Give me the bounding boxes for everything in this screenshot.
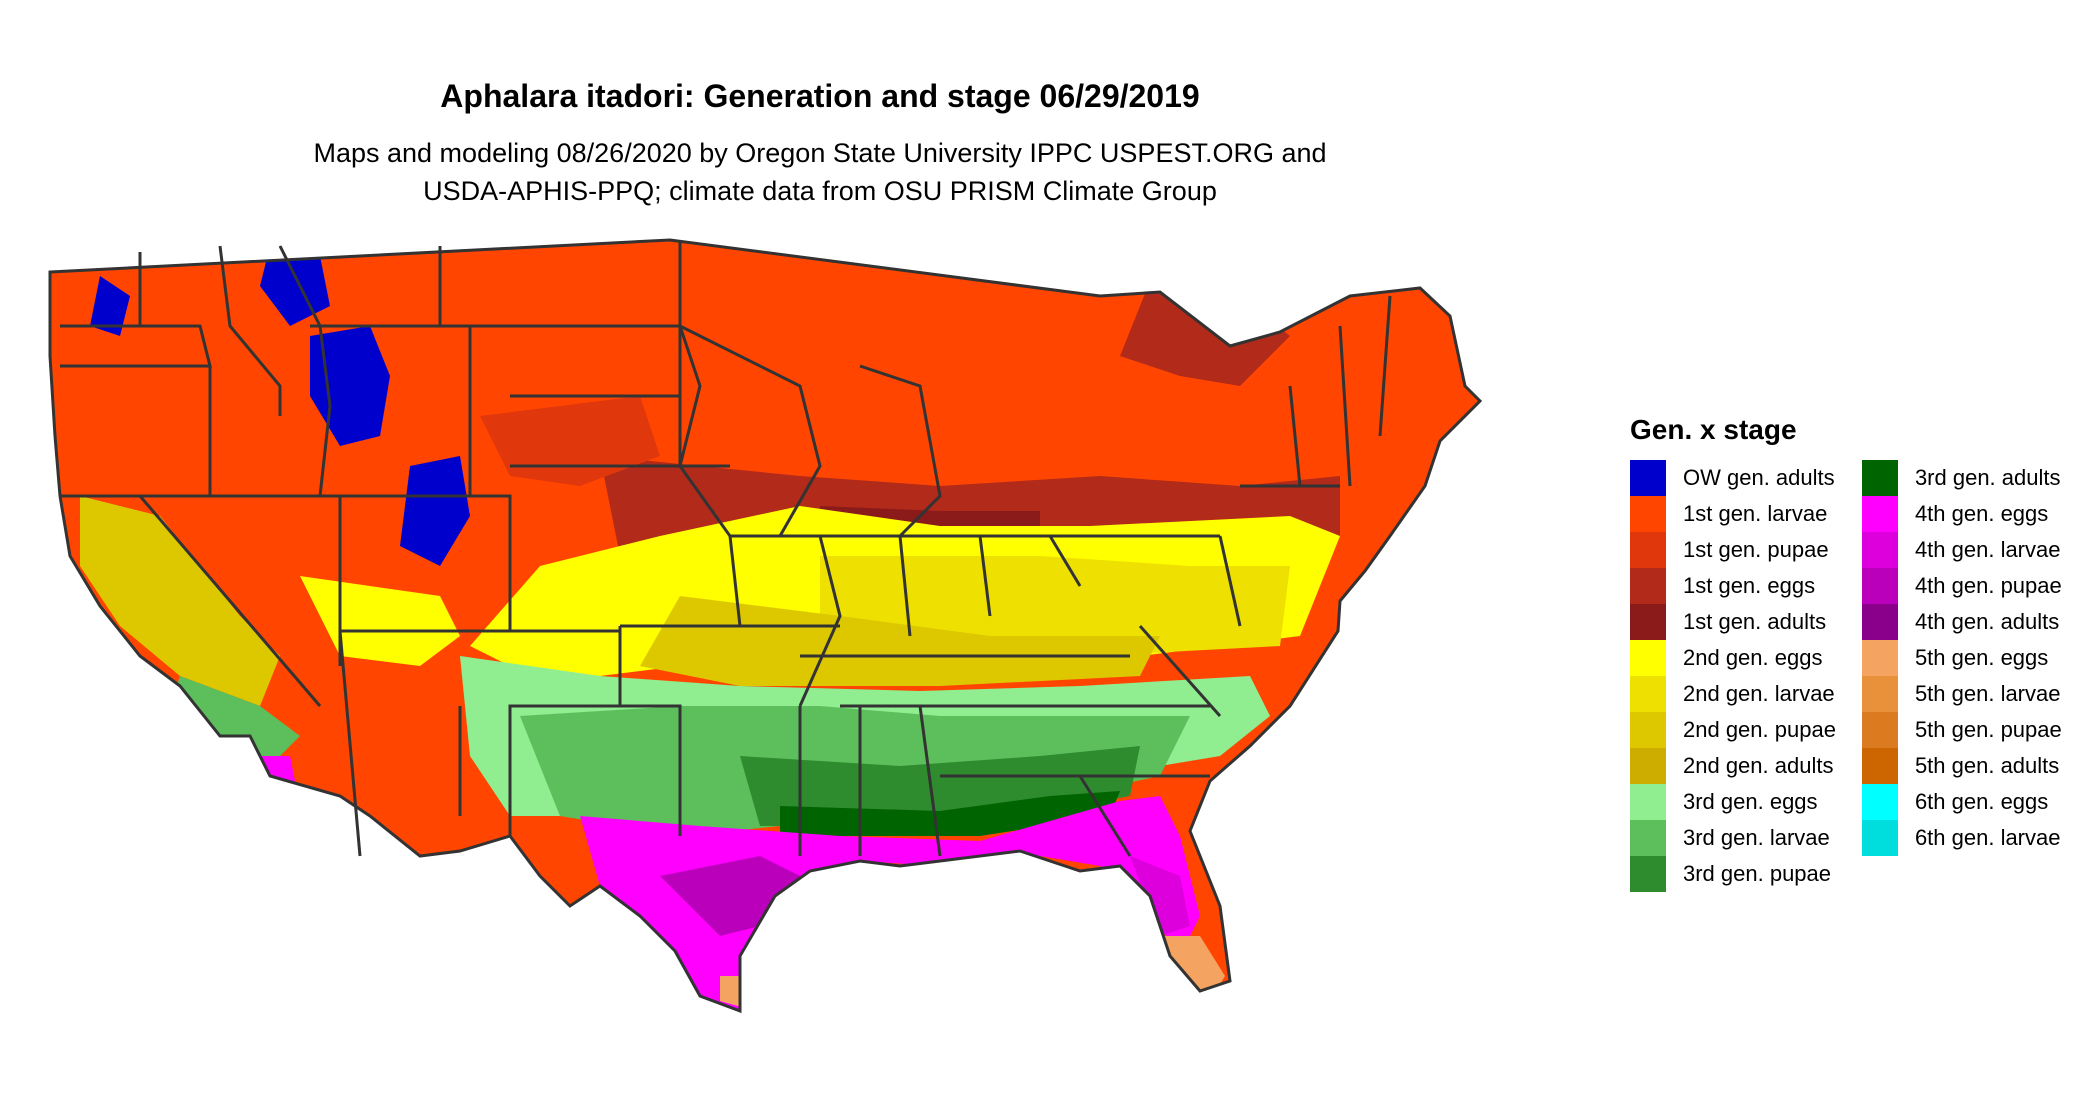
legend-swatch <box>1630 712 1666 748</box>
legend-item: 2nd gen. eggs <box>1630 640 1836 676</box>
legend-item: 2nd gen. adults <box>1630 748 1836 784</box>
legend-swatch <box>1861 748 1898 784</box>
legend-item: 6th gen. larvae <box>1861 820 2062 856</box>
region-2nd-gen-pupae <box>640 596 1160 686</box>
legend-label: 1st gen. eggs <box>1683 573 1816 598</box>
region-ow-gen-adults-cascades <box>90 276 130 336</box>
legend-swatch <box>1630 460 1666 496</box>
legend-swatch <box>1861 568 1898 604</box>
legend-label: 3rd gen. larvae <box>1683 825 1830 850</box>
legend-item: 4th gen. adults <box>1861 604 2062 640</box>
legend-swatch <box>1630 496 1666 532</box>
legend-item: 2nd gen. larvae <box>1630 676 1836 712</box>
legend-label: 2nd gen. eggs <box>1683 645 1823 670</box>
region-ow-gen-adults-north <box>260 246 330 326</box>
legend-swatch <box>1630 640 1666 676</box>
region-4th-gen-larvae <box>1130 856 1190 936</box>
legend-item: 5th gen. larvae <box>1861 676 2062 712</box>
legend-columns: OW gen. adults 1st gen. larvae 1st gen. pu… <box>1630 460 2062 892</box>
legend-swatch <box>1861 604 1898 640</box>
legend-item: 1st gen. pupae <box>1630 532 1836 568</box>
legend-item: 1st gen. eggs <box>1630 568 1836 604</box>
legend-item: 2nd gen. pupae <box>1630 712 1836 748</box>
legend-item: 1st gen. larvae <box>1630 496 1836 532</box>
legend-label: 6th gen. larvae <box>1914 825 2061 850</box>
legend-label: OW gen. adults <box>1683 465 1835 490</box>
legend-swatch <box>1861 640 1898 676</box>
map-title: Aphalara itadori: Generation and stage 0… <box>440 78 1200 114</box>
legend-item: OW gen. adults <box>1630 460 1836 496</box>
map-subtitle: Maps and modeling 08/26/2020 by Oregon S… <box>200 134 1440 210</box>
region-southwest-2nd-gen <box>80 496 280 706</box>
legend-column: 3rd gen. adults 4th gen. eggs 4th gen. lar… <box>1861 460 2062 892</box>
region-1st-gen-pupae <box>480 396 660 486</box>
legend-swatch <box>1861 784 1898 820</box>
legend-label: 1st gen. adults <box>1683 609 1827 634</box>
legend-item: 6th gen. eggs <box>1861 784 2062 820</box>
legend-label: 5th gen. eggs <box>1914 645 2049 670</box>
legend-swatch <box>1630 676 1666 712</box>
legend-swatch <box>1861 532 1898 568</box>
region-southwest-3rd-gen <box>170 676 300 776</box>
legend-label: 3rd gen. pupae <box>1683 861 1832 886</box>
legend-title: Gen. x stage <box>1630 414 1797 445</box>
legend-label: 6th gen. eggs <box>1914 789 2049 814</box>
region-3rd-gen-adults <box>780 791 1120 836</box>
subtitle-line-1: Maps and modeling 08/26/2020 by Oregon S… <box>313 138 1327 168</box>
subtitle-line-2: USDA-APHIS-PPQ; climate data from OSU PR… <box>423 176 1217 206</box>
legend-item: 3rd gen. adults <box>1861 460 2062 496</box>
legend-swatch <box>1861 676 1898 712</box>
legend-item: 5th gen. adults <box>1861 748 2062 784</box>
legend-swatch <box>1861 712 1898 748</box>
legend-swatch <box>1861 496 1898 532</box>
legend-swatch <box>1861 820 1898 856</box>
legend-swatch <box>1630 784 1666 820</box>
legend-item: 4th gen. eggs <box>1861 496 2062 532</box>
state-borders <box>48 238 1483 1014</box>
legend-item: 3rd gen. larvae <box>1630 820 1836 856</box>
region-ow-gen-adults-colorado <box>400 456 470 566</box>
legend-label: 5th gen. pupae <box>1914 717 2062 742</box>
legend-label: 4th gen. adults <box>1914 609 2060 634</box>
legend-label: 5th gen. larvae <box>1914 681 2061 706</box>
legend-item: 3rd gen. pupae <box>1630 856 1836 892</box>
legend-label: 4th gen. eggs <box>1914 501 2049 526</box>
legend-swatch <box>1630 604 1666 640</box>
legend-swatch <box>1630 748 1666 784</box>
legend-swatch <box>1861 460 1898 496</box>
legend: Gen. x stage OW gen. adults 1st gen. larv… <box>1630 414 2062 892</box>
legend-swatch <box>1630 856 1666 892</box>
legend-item: 5th gen. eggs <box>1861 640 2062 676</box>
legend-column: OW gen. adults 1st gen. larvae 1st gen. pu… <box>1630 460 1836 892</box>
legend-item: 4th gen. pupae <box>1861 568 2062 604</box>
legend-item: 5th gen. pupae <box>1861 712 2062 748</box>
legend-label: 1st gen. larvae <box>1683 501 1828 526</box>
legend-item: 4th gen. larvae <box>1861 532 2062 568</box>
legend-label: 2nd gen. pupae <box>1683 717 1836 742</box>
legend-item: 3rd gen. eggs <box>1630 784 1836 820</box>
legend-swatch <box>1630 820 1666 856</box>
legend-label: 1st gen. pupae <box>1683 537 1829 562</box>
legend-label: 5th gen. adults <box>1914 753 2060 778</box>
us-generation-stage-map <box>48 238 1483 1014</box>
region-4th-gen-eggs <box>580 796 1200 1011</box>
legend-label: 3rd gen. adults <box>1914 465 2061 490</box>
legend-label: 3rd gen. eggs <box>1683 789 1818 814</box>
legend-swatch <box>1630 568 1666 604</box>
legend-label: 2nd gen. larvae <box>1683 681 1835 706</box>
legend-label: 4th gen. pupae <box>1914 573 2062 598</box>
legend-item: 1st gen. adults <box>1630 604 1836 640</box>
legend-label: 2nd gen. adults <box>1683 753 1834 778</box>
legend-label: 4th gen. larvae <box>1914 537 2061 562</box>
legend-swatch <box>1630 532 1666 568</box>
